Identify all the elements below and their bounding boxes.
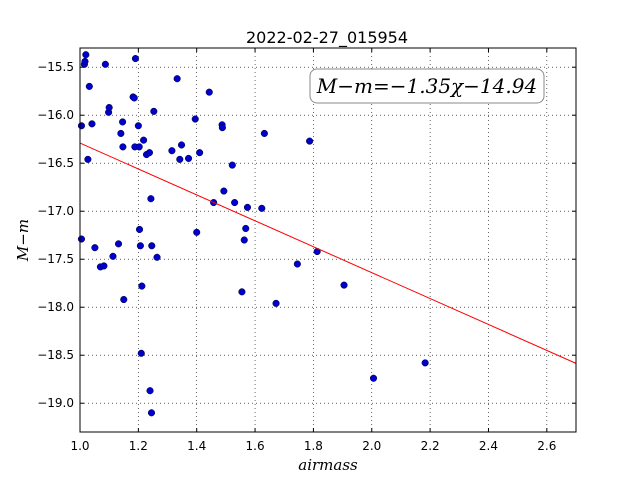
data-point — [138, 282, 146, 290]
data-point — [193, 228, 201, 236]
data-point — [119, 143, 127, 151]
data-point — [369, 374, 378, 382]
plot-frame — [79, 47, 577, 433]
data-point — [306, 137, 314, 145]
y-tick-label: −18.0 — [37, 300, 74, 314]
data-point — [101, 60, 109, 68]
data-point — [135, 143, 143, 151]
data-point — [293, 260, 301, 268]
x-tick-label: 2.0 — [362, 439, 381, 453]
fit-line — [79, 142, 577, 364]
data-point — [147, 409, 156, 417]
data-point — [140, 136, 148, 144]
data-point — [272, 299, 280, 307]
y-axis-ticks: −15.5 −16.0 −16.5 −17.0 −17.5 −18.0 −18.5 −19.0 — [37, 60, 576, 410]
data-point — [146, 387, 154, 395]
x-tick-label: 2.6 — [537, 439, 556, 453]
data-point — [240, 236, 248, 244]
data-point — [218, 124, 226, 132]
y-tick-label: −19.0 — [37, 396, 74, 410]
data-point — [100, 262, 108, 270]
data-point — [81, 57, 89, 65]
chart-title: 2022-02-27_015954 — [246, 28, 408, 48]
x-axis-label: airmass — [298, 456, 358, 474]
data-points — [77, 51, 429, 417]
x-tick-label: 1.6 — [246, 439, 265, 453]
x-tick-label: 2.2 — [421, 439, 440, 453]
data-point — [238, 288, 246, 296]
data-point — [136, 242, 144, 250]
data-point — [168, 147, 176, 155]
y-tick-label: −18.5 — [37, 348, 74, 362]
x-tick-label: 1.0 — [70, 439, 89, 453]
x-tick-label: 1.4 — [187, 439, 206, 453]
data-point — [148, 242, 156, 250]
y-tick-label: −16.0 — [37, 108, 74, 122]
data-point — [191, 115, 199, 123]
data-point — [77, 122, 86, 130]
x-axis-ticks: 1.0 1.2 1.4 1.6 1.8 2.0 2.2 2.4 2.6 — [70, 48, 556, 453]
y-tick-label: −17.5 — [37, 252, 74, 266]
data-point — [134, 122, 142, 130]
data-point — [77, 235, 86, 243]
data-point — [205, 88, 213, 96]
y-axis-label: M−m — [14, 219, 32, 262]
y-tick-label: −16.5 — [37, 156, 74, 170]
data-point — [105, 103, 113, 112]
data-point — [119, 118, 127, 126]
data-point — [117, 129, 125, 137]
data-point — [84, 155, 92, 163]
data-point — [135, 225, 144, 233]
data-point — [130, 94, 138, 102]
data-point — [109, 252, 117, 260]
x-tick-label: 1.8 — [304, 439, 323, 453]
data-point — [145, 149, 153, 157]
data-point — [177, 141, 186, 149]
data-point — [184, 154, 193, 162]
data-point — [88, 120, 96, 128]
data-point — [131, 55, 139, 63]
data-point — [150, 107, 158, 115]
data-point — [120, 295, 128, 304]
data-point — [114, 240, 123, 248]
x-tick-label: 2.4 — [479, 439, 498, 453]
data-point — [196, 149, 204, 157]
data-point — [220, 187, 228, 195]
x-tick-label: 1.2 — [129, 439, 148, 453]
data-point — [91, 244, 99, 252]
data-point — [228, 161, 236, 169]
equation-label: M−m=−1.35χ−14.94 — [316, 74, 537, 98]
data-point — [82, 51, 90, 59]
data-point — [260, 129, 268, 137]
data-point — [173, 75, 181, 83]
data-point — [231, 199, 239, 207]
data-point — [147, 195, 155, 203]
grid-lines — [79, 48, 576, 432]
data-point — [340, 281, 348, 289]
data-point — [242, 224, 250, 233]
data-point — [85, 82, 93, 90]
y-tick-label: −17.0 — [37, 204, 74, 218]
data-point — [176, 155, 184, 163]
data-point — [153, 253, 161, 261]
equation-box — [309, 68, 545, 104]
data-point — [243, 203, 252, 211]
data-point — [137, 349, 145, 357]
y-tick-label: −15.5 — [37, 60, 74, 74]
data-point — [258, 204, 266, 212]
data-point — [421, 359, 429, 367]
